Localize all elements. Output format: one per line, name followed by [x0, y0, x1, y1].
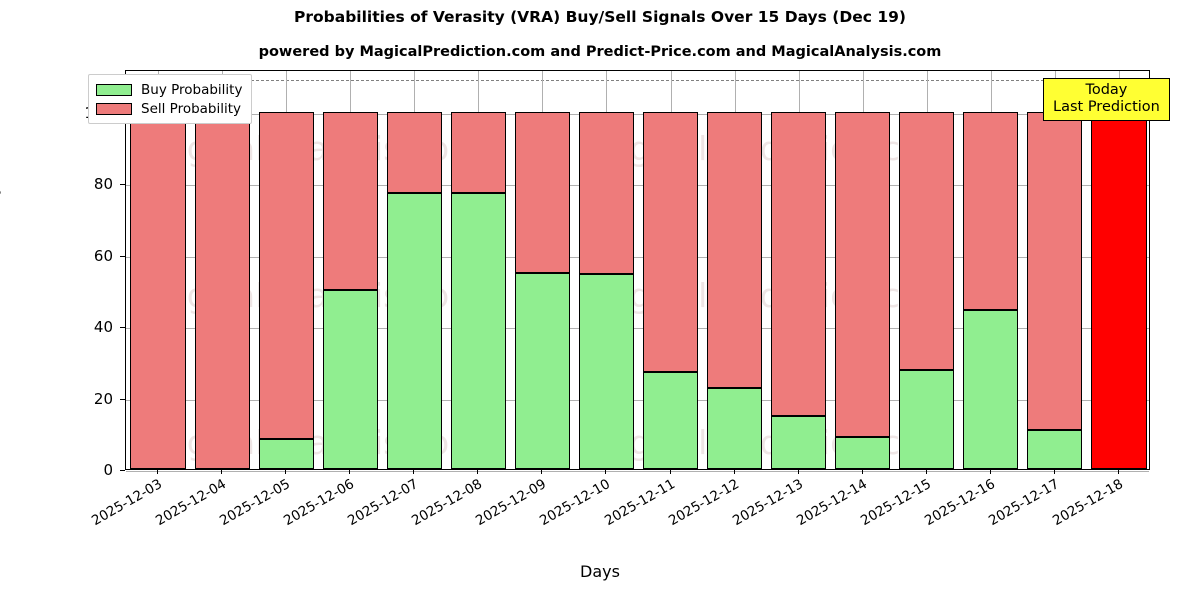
x-tick-mark: [221, 470, 222, 474]
today-annotation: Today Last Prediction: [1043, 78, 1170, 122]
bar-segment-buy[interactable]: [963, 309, 1019, 469]
bar-segment-buy[interactable]: [707, 387, 763, 469]
bar-segment-sell[interactable]: [899, 111, 955, 371]
bar-segment-buy[interactable]: [258, 439, 314, 469]
bar-group[interactable]: [322, 69, 378, 469]
gridline-y: [126, 471, 1149, 472]
y-tick-mark: [120, 184, 125, 186]
bar-group[interactable]: [899, 69, 955, 469]
bar-segment-buy[interactable]: [514, 273, 570, 469]
y-tick-label: 20: [93, 389, 113, 408]
legend-item-buy: Buy Probability: [96, 80, 242, 99]
bar-segment-sell[interactable]: [258, 111, 314, 440]
bar-segment-buy[interactable]: [1027, 430, 1083, 469]
bar-group[interactable]: [1027, 69, 1083, 469]
bar-segment-today[interactable]: [1091, 111, 1147, 469]
bar-group[interactable]: [1091, 69, 1147, 469]
legend-swatch-buy: [96, 83, 132, 96]
x-tick-mark: [670, 470, 671, 474]
gridline-y: [126, 399, 1149, 401]
bar-group[interactable]: [514, 69, 570, 469]
bar-group[interactable]: [386, 69, 442, 469]
x-tick-mark: [1118, 470, 1119, 474]
x-tick-mark: [157, 470, 158, 474]
bar-segment-buy[interactable]: [322, 289, 378, 469]
bar-segment-sell[interactable]: [514, 111, 570, 274]
x-tick-mark: [990, 470, 991, 474]
bar-segment-sell[interactable]: [1027, 111, 1083, 431]
bar-segment-sell[interactable]: [450, 111, 506, 193]
bar-group[interactable]: [130, 69, 186, 469]
bar-segment-sell[interactable]: [771, 111, 827, 416]
bar-segment-sell[interactable]: [835, 111, 891, 437]
plot-area: MagicalAnalysis.comMagicalPrediction.com…: [125, 69, 1150, 472]
bar-segment-buy[interactable]: [578, 274, 635, 469]
bar-group[interactable]: [578, 69, 635, 469]
bar-segment-sell[interactable]: [578, 111, 635, 275]
x-tick-mark: [413, 470, 414, 474]
today-annotation-line2: Last Prediction: [1053, 99, 1160, 116]
x-tick-mark: [1054, 470, 1055, 474]
legend-swatch-sell: [96, 102, 132, 115]
watermark-text: MagicalPrediction.com: [581, 129, 953, 168]
bar-group[interactable]: [963, 69, 1019, 469]
bar-segment-sell[interactable]: [322, 111, 378, 290]
chart-title: Probabilities of Verasity (VRA) Buy/Sell…: [294, 8, 906, 26]
y-tick-label: 80: [93, 175, 113, 194]
threshold-dashed-line: [126, 79, 1149, 81]
y-tick-label: 0: [103, 461, 113, 479]
bar-segment-sell[interactable]: [130, 111, 186, 469]
x-tick-mark: [926, 470, 927, 474]
x-tick-mark: [798, 470, 799, 474]
x-tick-mark: [734, 470, 735, 474]
watermark-text: MagicalPrediction.com: [581, 276, 953, 315]
bar-segment-buy[interactable]: [386, 192, 442, 469]
bar-group[interactable]: [771, 69, 827, 469]
bar-segment-buy[interactable]: [899, 370, 955, 469]
legend-item-sell: Sell Probability: [96, 99, 242, 118]
x-tick-mark: [285, 470, 286, 474]
x-tick-mark: [349, 470, 350, 474]
legend-label-buy: Buy Probability: [141, 81, 243, 98]
today-annotation-line1: Today: [1085, 82, 1128, 98]
gridline-y: [126, 113, 1149, 115]
bar-group[interactable]: [707, 69, 763, 469]
bar-segment-sell[interactable]: [963, 111, 1019, 310]
chart-legend: Buy Probability Sell Probability: [88, 74, 253, 124]
bar-group[interactable]: [194, 69, 250, 469]
watermark-text: MagicalPrediction.com: [581, 423, 953, 462]
x-tick-mark: [477, 470, 478, 474]
y-tick-mark: [120, 327, 125, 329]
x-tick-mark: [605, 470, 606, 474]
bar-segment-buy[interactable]: [771, 415, 827, 469]
gridline-y: [126, 256, 1149, 258]
chart-subtitle: powered by MagicalPrediction.com and Pre…: [258, 44, 942, 60]
gridline-y: [126, 185, 1149, 187]
legend-label-sell: Sell Probability: [141, 100, 242, 117]
y-tick-mark: [120, 470, 125, 471]
y-tick-mark: [120, 255, 125, 257]
bar-group[interactable]: [258, 69, 314, 469]
x-tick-mark: [862, 470, 863, 474]
bar-segment-sell[interactable]: [642, 111, 699, 373]
bar-group[interactable]: [835, 69, 891, 469]
bar-segment-buy[interactable]: [642, 372, 699, 469]
bar-segment-sell[interactable]: [707, 111, 763, 388]
y-axis-label: Probability: [0, 185, 1, 270]
bar-group[interactable]: [450, 69, 506, 469]
bar-segment-buy[interactable]: [450, 192, 506, 469]
bar-segment-sell[interactable]: [386, 111, 442, 193]
x-axis-label: Days: [580, 562, 620, 581]
bar-group[interactable]: [642, 69, 699, 469]
y-tick-mark: [120, 398, 125, 400]
gridline-y: [126, 328, 1149, 330]
bar-segment-buy[interactable]: [835, 436, 891, 469]
x-tick-mark: [541, 470, 542, 474]
y-tick-label: 40: [93, 318, 113, 337]
bar-segment-sell[interactable]: [194, 111, 250, 469]
y-tick-label: 60: [93, 246, 113, 265]
